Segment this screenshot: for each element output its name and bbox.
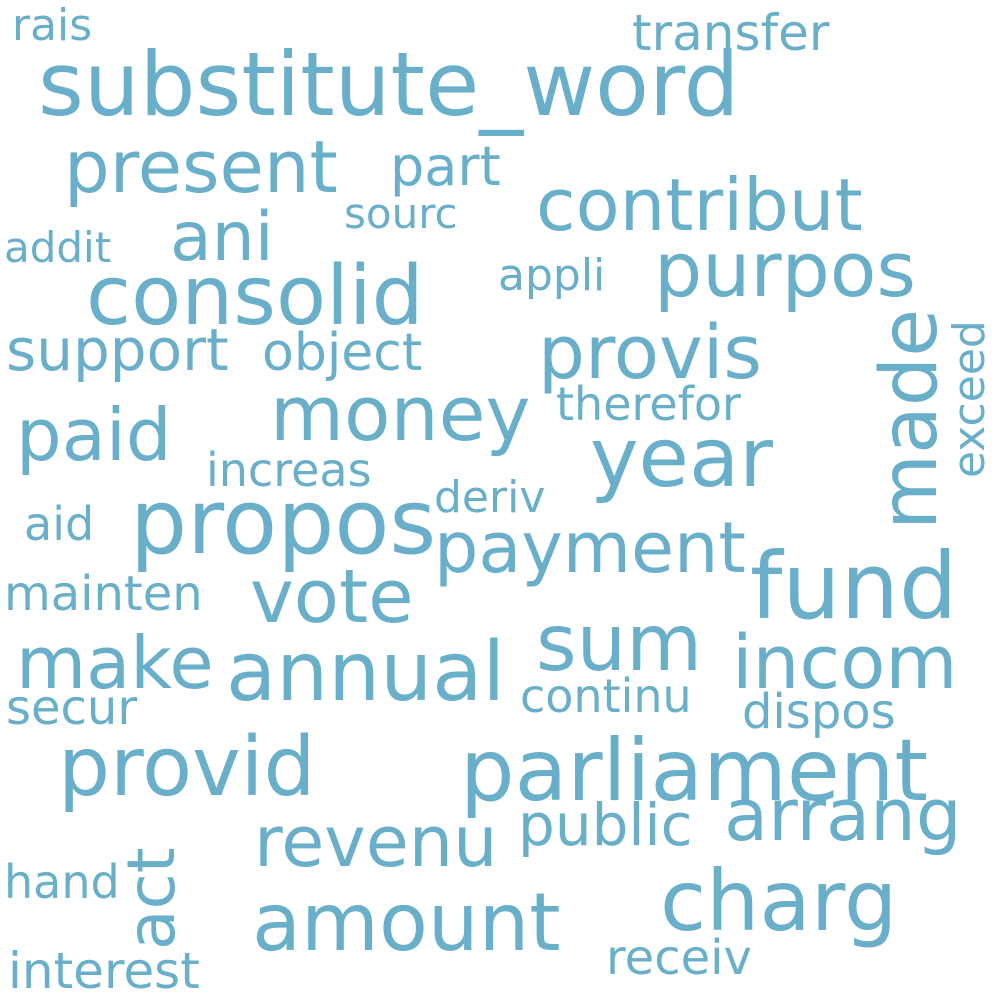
word-make: make xyxy=(16,621,214,705)
word-rais: rais xyxy=(12,0,92,51)
word-increas: increas xyxy=(206,443,372,497)
word-dispos: dispos xyxy=(742,684,896,740)
word-support: support xyxy=(6,316,229,384)
word-made: made xyxy=(865,309,955,530)
word-fund: fund xyxy=(750,533,957,640)
word-annual: annual xyxy=(226,625,505,720)
word-substitute-word: substitute_word xyxy=(38,33,740,136)
word-parliament: parliament xyxy=(460,721,928,821)
word-present: present xyxy=(64,125,338,209)
word-part: part xyxy=(390,135,501,198)
word-receiv: receiv xyxy=(606,930,752,986)
word-consolid: consolid xyxy=(86,249,424,344)
word-revenu: revenu xyxy=(254,801,498,883)
word-appli: appli xyxy=(498,250,605,301)
word-transfer: transfer xyxy=(632,4,830,62)
word-therefor: therefor xyxy=(556,377,741,431)
word-ani: ani xyxy=(170,198,274,277)
word-sum: sum xyxy=(536,599,702,689)
word-continu: continu xyxy=(520,669,692,723)
word-vote: vote xyxy=(250,554,414,640)
word-amount: amount xyxy=(252,876,561,969)
word-paid: paid xyxy=(16,393,172,477)
word-hand: hand xyxy=(4,855,120,909)
word-purpos: purpos xyxy=(654,225,916,314)
word-arrang: arrang xyxy=(724,773,962,857)
word-charg: charg xyxy=(660,852,897,950)
word-addit: addit xyxy=(4,223,111,272)
word-contribut: contribut xyxy=(536,163,863,247)
word-public: public xyxy=(518,791,693,859)
word-provis: provis xyxy=(538,310,762,396)
word-sourc: sourc xyxy=(344,189,458,238)
word-aid: aid xyxy=(24,497,94,551)
word-exceed: exceed xyxy=(944,320,995,478)
word-payment: payment xyxy=(434,507,746,589)
word-secur: secur xyxy=(6,680,137,736)
word-incom: incom xyxy=(732,620,958,706)
word-propos: propos xyxy=(130,470,436,575)
word-year: year xyxy=(590,411,773,506)
word-mainten: mainten xyxy=(4,566,203,622)
word-deriv: deriv xyxy=(434,472,545,523)
word-object: object xyxy=(262,323,422,383)
word-act: act xyxy=(113,847,190,950)
word-provid: provid xyxy=(58,720,316,815)
word-interest: interest xyxy=(8,942,200,1000)
word-money: money xyxy=(270,369,530,458)
